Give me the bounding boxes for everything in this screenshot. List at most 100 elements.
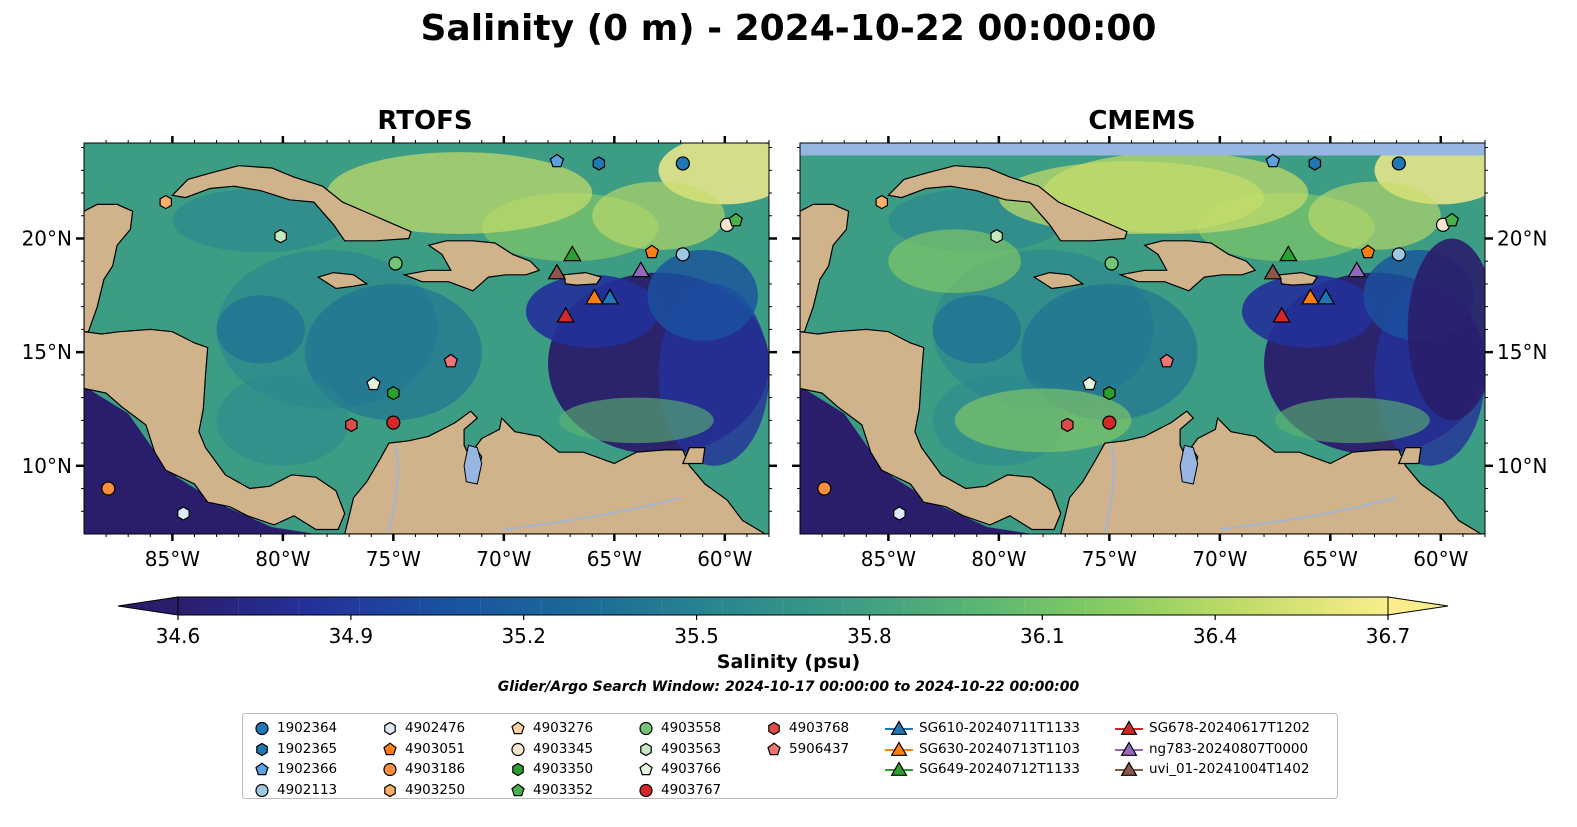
legend-item: ng783-20240807T0000: [1115, 739, 1310, 760]
legend-marker-4903767: [639, 783, 653, 797]
panel-title-cmems: CMEMS: [1088, 106, 1196, 136]
legend-item-label: 4903250: [405, 781, 466, 798]
marker-4903250: [875, 194, 889, 210]
marker-1902365: [592, 156, 606, 171]
marker-4903352: [1444, 212, 1460, 227]
legend-column: 1902364 1902365 1902366 4902113: [253, 718, 337, 800]
legend-item: 4903345: [509, 739, 593, 760]
legend-item: 5906437: [765, 739, 849, 760]
legend-marker-4902113: [255, 783, 269, 797]
marker-4902476: [893, 506, 906, 521]
colorbar-min-extend: [117, 596, 179, 616]
legend-marker-1902366: [255, 762, 269, 776]
legend-item-label: 4903350: [533, 761, 594, 778]
legend-item-label: ng783-20240807T0000: [1149, 740, 1309, 757]
legend-item: 4903352: [509, 780, 593, 801]
legend-item: 4903767: [637, 780, 721, 801]
legend-marker-hexagon-icon: [256, 742, 268, 756]
marker-SG649-20240712T1133: [563, 245, 582, 262]
legend-marker-triangle-icon: [885, 741, 913, 756]
landmass: [316, 271, 369, 290]
colorbar-tick-label: 35.2: [501, 624, 546, 648]
legend-item: SG630-20240713T1103: [885, 739, 1080, 760]
landmass: [681, 447, 706, 465]
legend-item-label: uvi_01-20241004T1402: [1149, 761, 1310, 778]
legend-marker-SG630-20240713T1103: [890, 741, 908, 756]
landmass: [84, 203, 134, 333]
legend-marker-4903051: [383, 742, 397, 755]
legend-item-label: SG630-20240713T1103: [919, 740, 1080, 757]
legend-item: 4903768: [765, 718, 849, 739]
figure-title: Salinity (0 m) - 2024-10-22 00:00:00: [420, 8, 1157, 49]
marker-1902365: [1308, 156, 1322, 171]
legend-marker-hexagon-icon: [640, 742, 652, 756]
marker-4903250: [159, 194, 172, 210]
lon-tick-label: 75°W: [1082, 547, 1137, 571]
landmass: [1118, 240, 1257, 292]
legend-marker-triangle-icon: [1115, 720, 1143, 736]
legend-marker-triangle-icon: [885, 761, 913, 777]
marker-4903352: [728, 212, 744, 227]
landmass: [344, 410, 769, 534]
legend-item-label: 1902365: [277, 740, 338, 757]
legend-column: SG678-20240617T1202 ng783-20240807T0000 uv…: [1115, 718, 1310, 780]
legend-marker-4903350: [512, 763, 524, 777]
lat-tick-label: 10°N: [1497, 454, 1547, 478]
legend-item-label: 4903186: [405, 761, 466, 778]
panel-title-rtofs: RTOFS: [377, 106, 473, 136]
lon-tick-label: 65°W: [587, 547, 642, 571]
legend: 1902364 1902365 1902366 4902113 4902476 49030…: [242, 713, 1338, 799]
marker-4903558: [1104, 256, 1119, 271]
marker-1902364: [1391, 156, 1406, 171]
colorbar-tick-label: 34.6: [156, 624, 201, 648]
lon-tick-label: 80°W: [971, 547, 1026, 571]
marker-4903051: [1360, 244, 1376, 259]
colorbar-tick-label: 36.1: [1020, 624, 1065, 648]
legend-item: 1902366: [253, 759, 337, 780]
legend-marker-ng783-20240807T0000: [1120, 741, 1138, 756]
legend-item-label: 4903352: [533, 781, 594, 798]
lon-tick-label: 65°W: [1303, 547, 1358, 571]
lat-tick-label: 15°N: [22, 340, 72, 364]
legend-marker-circle-icon: [255, 783, 269, 797]
legend-item: uvi_01-20241004T1402: [1115, 759, 1310, 780]
legend-marker-4903186: [383, 763, 397, 777]
legend-marker-4903250: [384, 783, 396, 797]
marker-4902113: [675, 247, 690, 262]
landmass: [171, 165, 412, 242]
landmass: [562, 271, 603, 286]
colorbar-label: Salinity (psu): [716, 651, 861, 673]
marker-4903563: [990, 229, 1003, 244]
legend-marker-pentagon-icon: [639, 762, 653, 776]
marker-SG610-20240711T1133: [600, 288, 620, 305]
search-window-text: Glider/Argo Search Window: 2024-10-17 00…: [497, 679, 1080, 695]
marker-4903350: [387, 385, 400, 401]
marker-4903768: [345, 417, 358, 433]
legend-item-label: 4903767: [661, 781, 722, 798]
marker-4903350: [1103, 385, 1116, 401]
marker-SG678-20240617T1202: [1272, 306, 1291, 323]
legend-marker-4903558: [639, 722, 653, 736]
marker-4903766: [366, 376, 381, 391]
legend-marker-4903345: [511, 742, 525, 756]
landmass: [887, 165, 1128, 242]
map-frame: [799, 142, 1486, 535]
legend-item: 4902476: [381, 718, 465, 739]
colorbar: 34.6 34.9 35.2 35.5 35.8 36.1 36.4 36.7: [117, 596, 1449, 648]
lat-tick-label: 20°N: [22, 226, 72, 250]
legend-marker-pentagon-icon: [255, 762, 269, 776]
legend-item-label: 4902476: [405, 720, 466, 737]
colorbar-max-extend: [1387, 596, 1449, 616]
legend-marker-4902476: [384, 722, 396, 736]
legend-item-label: 4903276: [533, 720, 594, 737]
lon-tick-label: 60°W: [1413, 547, 1468, 571]
landmass: [84, 328, 346, 531]
landmass: [800, 203, 850, 333]
colorbar-tick-label: 36.4: [1193, 624, 1238, 648]
river: [503, 496, 681, 531]
legend-marker-circle-icon: [639, 722, 653, 736]
legend-marker-pentagon-icon: [511, 721, 525, 735]
legend-item-label: 4903345: [533, 740, 594, 757]
marker-5906437: [1159, 353, 1175, 368]
legend-marker-pentagon-icon: [511, 783, 525, 796]
